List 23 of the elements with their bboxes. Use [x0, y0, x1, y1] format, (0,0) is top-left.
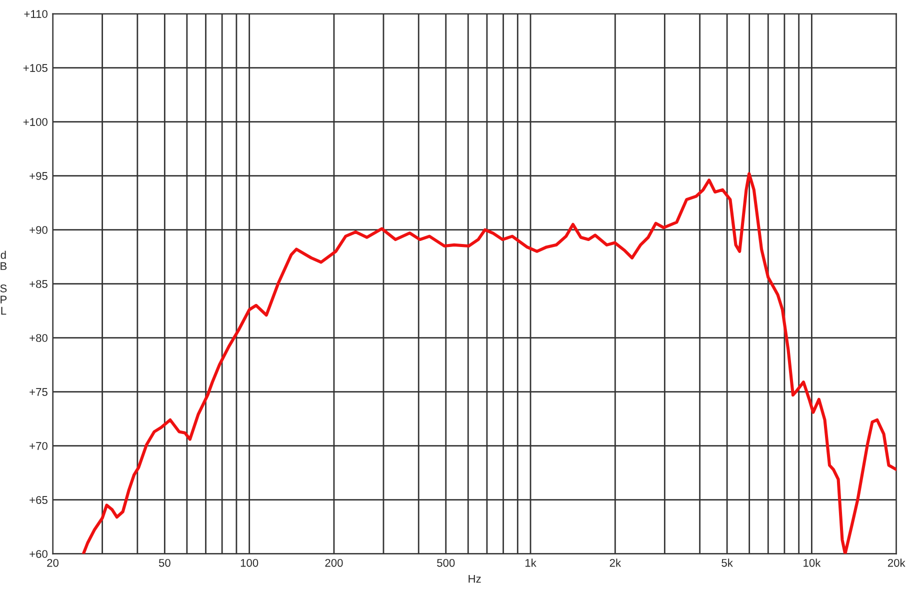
y-tick-label: +65 — [30, 496, 48, 504]
y-tick-label: +70 — [30, 442, 48, 450]
x-tick-label: 20 — [47, 558, 59, 567]
y-tick-label: +75 — [30, 388, 48, 396]
x-tick-label: 200 — [325, 558, 343, 567]
x-tick-label: 500 — [437, 558, 455, 567]
x-tick-label: 5k — [722, 558, 733, 567]
x-tick-label: 10k — [804, 558, 821, 567]
y-tick-label: +100 — [23, 118, 48, 126]
y-tick-label: +105 — [23, 64, 48, 72]
y-tick-label: +80 — [30, 334, 48, 342]
x-tick-label: 2k — [610, 558, 622, 567]
y-tick-label: +95 — [30, 172, 48, 180]
y-tick-label: +60 — [30, 550, 48, 558]
x-tick-label: 100 — [240, 558, 258, 567]
y-tick-label: +85 — [30, 280, 48, 288]
y-tick-label: +90 — [30, 226, 48, 234]
text: dB SPL — [0, 250, 7, 315]
x-axis-title: Hz — [468, 574, 481, 583]
x-tick-label: 1k — [525, 558, 536, 567]
x-tick-label: 50 — [158, 558, 170, 567]
y-tick-label: +110 — [24, 10, 48, 18]
x-tick-label: 20k — [888, 558, 906, 567]
